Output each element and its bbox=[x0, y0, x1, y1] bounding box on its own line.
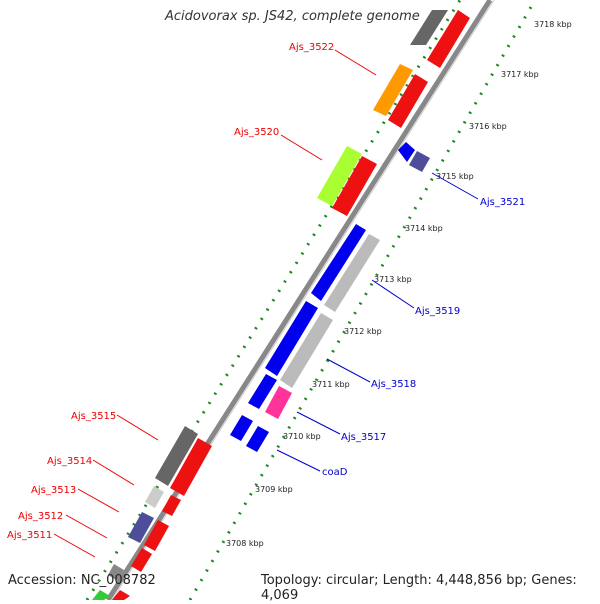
scale-ticks: 3708 kbp 3709 kbp 3710 kbp 3711 kbp 3712… bbox=[226, 20, 572, 548]
label-ajs-3521[interactable]: Ajs_3521 bbox=[480, 197, 525, 208]
reverse-tick-track bbox=[188, 0, 537, 601]
gene-ajs-3515[interactable] bbox=[155, 426, 198, 486]
label-ajs-3512[interactable]: Ajs_3512 bbox=[18, 511, 63, 522]
gene-ajs-3512[interactable] bbox=[144, 520, 169, 551]
genome-title: Acidovorax sp. JS42, complete genome bbox=[165, 9, 420, 24]
gene-ajs-3522[interactable] bbox=[373, 64, 413, 116]
leader-ajs-3515 bbox=[116, 414, 159, 441]
tick-3712: 3712 kbp bbox=[344, 327, 382, 336]
leader-ajs-3521 bbox=[431, 172, 479, 200]
tick-3713: 3713 kbp bbox=[374, 275, 412, 284]
reverse-genes bbox=[230, 142, 430, 452]
label-ajs-3511[interactable]: Ajs_3511 bbox=[7, 530, 52, 541]
tick-3717: 3717 kbp bbox=[501, 70, 539, 79]
leader-ajs-3517 bbox=[296, 411, 341, 435]
leader-ajs-3520 bbox=[280, 134, 323, 161]
label-ajs-3515[interactable]: Ajs_3515 bbox=[71, 411, 116, 422]
label-ajs-3522[interactable]: Ajs_3522 bbox=[289, 42, 334, 53]
label-ajs-3513[interactable]: Ajs_3513 bbox=[31, 485, 76, 496]
label-ajs-3514[interactable]: Ajs_3514 bbox=[47, 456, 92, 467]
leader-ajs-3522 bbox=[334, 49, 377, 76]
gene-forward-red-5[interactable] bbox=[162, 495, 181, 516]
tick-3714: 3714 kbp bbox=[405, 224, 443, 233]
leader-ajs-3512 bbox=[65, 514, 108, 539]
tick-3709: 3709 kbp bbox=[255, 485, 293, 494]
tick-3718: 3718 kbp bbox=[534, 20, 572, 29]
tick-3711: 3711 kbp bbox=[312, 380, 350, 389]
leader-ajs-3518 bbox=[326, 358, 371, 383]
tick-3708: 3708 kbp bbox=[226, 539, 264, 548]
gene-forward-red-bottom[interactable] bbox=[112, 590, 130, 600]
genome-summary-text: Topology: circular; Length: 4,448,856 bp… bbox=[261, 573, 577, 603]
forward-genes bbox=[92, 10, 470, 600]
leader-ajs-3519 bbox=[371, 279, 415, 309]
gene-ajs-3521[interactable] bbox=[409, 151, 430, 172]
gene-coad-left[interactable] bbox=[230, 415, 253, 441]
tick-3716: 3716 kbp bbox=[469, 122, 507, 131]
gene-forward-gray-bottom[interactable] bbox=[108, 564, 124, 581]
gene-forward-green-bottom[interactable] bbox=[92, 590, 110, 600]
accession-text: Accession: NC_008782 bbox=[8, 573, 156, 588]
gene-ajs-3521-left[interactable] bbox=[398, 142, 415, 162]
label-ajs-3520[interactable]: Ajs_3520 bbox=[234, 127, 279, 138]
forward-tick-track bbox=[85, 0, 462, 601]
leader-ajs-3513 bbox=[77, 488, 120, 513]
gene-ajs-3518-gray[interactable] bbox=[280, 313, 333, 388]
gene-ajs-3513[interactable] bbox=[128, 512, 154, 543]
gene-ajs-3511[interactable] bbox=[131, 548, 152, 572]
gene-ajs-3517[interactable] bbox=[265, 386, 292, 419]
label-ajs-3519[interactable]: Ajs_3519 bbox=[415, 306, 460, 317]
leader-ajs-3511 bbox=[53, 533, 96, 558]
gene-coad[interactable] bbox=[246, 426, 269, 452]
reverse-labels: Ajs_3521 Ajs_3519 Ajs_3518 Ajs_3517 coaD bbox=[276, 172, 525, 478]
gene-ajs-3519-gray[interactable] bbox=[324, 234, 380, 312]
label-coad[interactable]: coaD bbox=[322, 467, 348, 478]
leader-ajs-3514 bbox=[92, 459, 135, 486]
gene-forward-red-3[interactable] bbox=[332, 156, 377, 216]
gene-forward-red-4[interactable] bbox=[170, 438, 212, 496]
gene-ajs-3519-blue[interactable] bbox=[311, 224, 366, 301]
label-ajs-3518[interactable]: Ajs_3518 bbox=[371, 379, 416, 390]
tick-3710: 3710 kbp bbox=[283, 432, 321, 441]
leader-coad bbox=[276, 449, 321, 472]
gene-ajs-3518-blue[interactable] bbox=[265, 301, 318, 376]
gene-forward-red-2[interactable] bbox=[388, 74, 428, 128]
tick-3715: 3715 kbp bbox=[436, 172, 474, 181]
gene-forward-top-red[interactable] bbox=[427, 10, 470, 68]
gene-ajs-3520[interactable] bbox=[317, 146, 362, 206]
gene-ajs-3514[interactable] bbox=[145, 486, 164, 508]
forward-labels: Ajs_3522 Ajs_3520 Ajs_3515 Ajs_3514 Ajs_… bbox=[7, 42, 377, 558]
label-ajs-3517[interactable]: Ajs_3517 bbox=[341, 432, 386, 443]
gene-forward-top-gray[interactable] bbox=[410, 10, 448, 45]
gene-ajs-3517-blue[interactable] bbox=[248, 374, 277, 409]
